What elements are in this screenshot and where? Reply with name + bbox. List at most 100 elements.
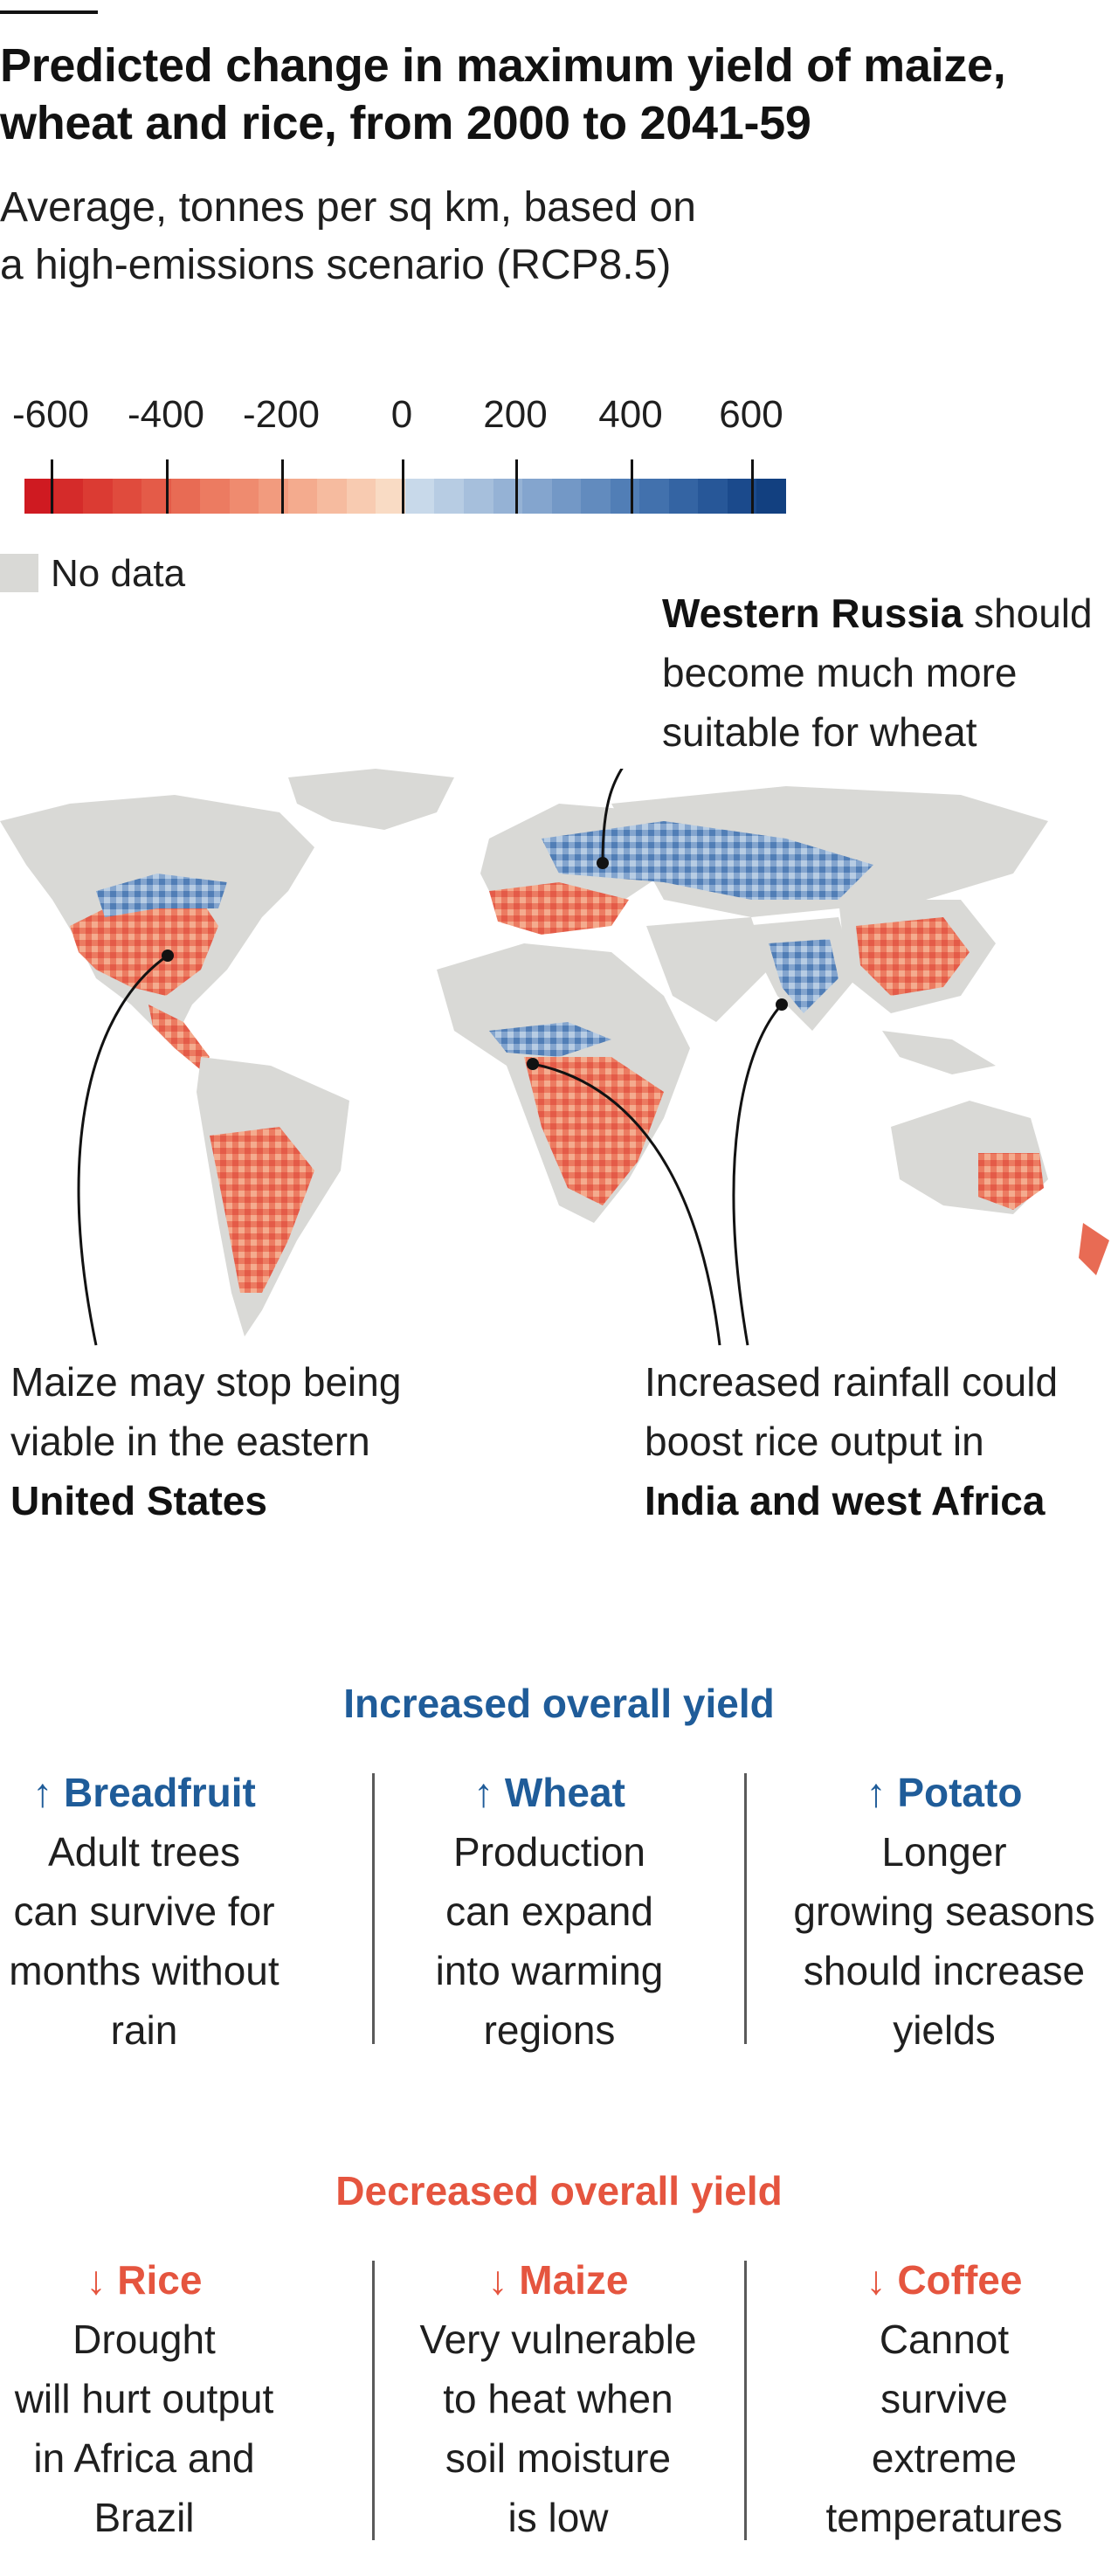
legend-color-step: [376, 479, 405, 514]
crop-description-line: Drought: [72, 2317, 216, 2362]
crop-description-line: can survive for: [13, 1889, 275, 1934]
increased-yield-heading: Increased overall yield: [343, 1681, 775, 1726]
crop-description-line: months without: [9, 1948, 280, 1993]
crop-potato: ↑ Potato Longer growing seasons should i…: [758, 1763, 1118, 2060]
annotation-western-russia: Western Russia should become much more s…: [662, 584, 1108, 762]
legend-color-step: [287, 479, 318, 514]
world-map: [0, 769, 1109, 1346]
legend-color-step: [112, 479, 142, 514]
crop-description-line: Longer: [881, 1829, 1007, 1875]
legend-color-step: [404, 479, 435, 514]
legend-tick-label: 600: [719, 393, 783, 436]
crop-maize: ↓ Maize Very vulnerable to heat when soi…: [372, 2250, 744, 2547]
crop-name: ↓ Coffee: [866, 2257, 1023, 2303]
legend-color-step: [170, 479, 201, 514]
annotation-india-line-2: boost rice output in: [645, 1419, 984, 1464]
callout-dot-india: [776, 998, 788, 1011]
legend-tick-label: 0: [390, 393, 413, 436]
legend-color-step: [581, 479, 611, 514]
annotation-russia-line-2: become much more: [662, 650, 1018, 695]
callout-dot-us: [162, 950, 174, 962]
crop-description-line: temperatures: [825, 2495, 1063, 2540]
chart-title: Predicted change in maximum yield of mai…: [0, 37, 1109, 152]
crop-description-line: Brazil: [93, 2495, 195, 2540]
legend-color-step: [522, 479, 552, 514]
annotation-united-states: Maize may stop being viable in the easte…: [10, 1352, 500, 1530]
legend-color-step: [551, 479, 582, 514]
legend-color-scale: [24, 479, 786, 514]
crop-name: ↑ Wheat: [473, 1770, 625, 1815]
region-canada-increase: [96, 874, 227, 917]
column-divider: [744, 1773, 747, 2044]
crop-description-line: growing seasons: [793, 1889, 1095, 1934]
legend-tick-label: -400: [127, 393, 205, 436]
chart-subtitle: Average, tonnes per sq km, based on a hi…: [0, 179, 786, 294]
legend-tick-label: 200: [483, 393, 548, 436]
crop-description-line: survive: [880, 2376, 1008, 2421]
callout-dot-russia: [597, 857, 609, 869]
annotation-us-bold: United States: [10, 1478, 267, 1523]
crop-description-line: Production: [453, 1829, 645, 1875]
column-divider: [372, 1773, 375, 2044]
legend-tick-mark: [281, 459, 284, 514]
legend-tick-label: 400: [598, 393, 663, 436]
decreased-yield-heading: Decreased overall yield: [335, 2168, 783, 2213]
crop-wheat: ↑ Wheat Production can expand into warmi…: [363, 1763, 735, 2060]
crop-description-line: to heat when: [443, 2376, 673, 2421]
legend-color-step: [346, 479, 376, 514]
legend-tick-mark: [751, 459, 754, 514]
legend-tick-mark: [515, 459, 518, 514]
legend-color-step: [200, 479, 230, 514]
legend-color-step: [639, 479, 669, 514]
column-divider: [744, 2261, 747, 2540]
region-south-america-decrease: [210, 1127, 314, 1293]
no-data-label: No data: [51, 552, 186, 595]
legend-color-step: [317, 479, 347, 514]
callout-line-west-africa: [532, 1062, 721, 1346]
annotation-russia-bold: Western Russia: [662, 590, 963, 636]
region-western-russia-increase: [542, 821, 873, 900]
annotation-us-line-2: viable in the eastern: [10, 1419, 370, 1464]
crop-coffee: ↓ Coffee Cannot survive extreme temperat…: [758, 2250, 1118, 2547]
legend-color-step: [24, 479, 54, 514]
callout-line-russia: [601, 769, 624, 864]
region-india-increase: [769, 939, 838, 1013]
title-line-1: Predicted change in maximum yield of mai…: [0, 39, 1006, 92]
crop-description-line: Cannot: [879, 2317, 1010, 2362]
land-middle-east: [646, 917, 769, 1022]
legend-color-step: [493, 479, 523, 514]
crop-description-line: into warming: [435, 1948, 664, 1993]
region-europe-decrease: [489, 882, 629, 935]
crop-name: ↓ Rice: [86, 2257, 203, 2303]
crop-name: ↑ Breadfruit: [32, 1770, 256, 1815]
region-central-america: [148, 1005, 210, 1070]
legend-tick-mark: [166, 459, 169, 514]
crop-name: ↓ Maize: [487, 2257, 629, 2303]
callout-line-us: [77, 954, 169, 1346]
crop-description-line: rain: [110, 2007, 178, 2053]
top-rule: [0, 10, 98, 14]
crop-description-line: yields: [893, 2007, 996, 2053]
title-line-2: wheat and rice, from 2000 to 2041-59: [0, 97, 811, 149]
legend-color-step: [229, 479, 259, 514]
column-divider: [372, 2261, 375, 2540]
region-australia-decrease: [978, 1153, 1044, 1210]
annotation-india-bold: India and west Africa: [645, 1478, 1046, 1523]
legend-color-step: [698, 479, 728, 514]
annotation-india-line-1: Increased rainfall could: [645, 1359, 1059, 1405]
crop-description-line: in Africa and: [33, 2435, 255, 2481]
legend-color-step: [434, 479, 464, 514]
legend-tick-mark: [631, 459, 633, 514]
legend-tick-mark: [402, 459, 404, 514]
legend-color-step: [53, 479, 84, 514]
legend-tick-label: -200: [242, 393, 321, 436]
annotation-us-line-1: Maize may stop being: [10, 1359, 402, 1405]
callout-line-india: [732, 1003, 783, 1346]
annotation-india-west-africa: Increased rainfall could boost rice outp…: [645, 1352, 1116, 1530]
legend-color-step: [756, 479, 786, 514]
callout-dot-west-africa: [527, 1058, 539, 1070]
land-new-zealand: [1079, 1223, 1109, 1275]
crop-description-line: Very vulnerable: [419, 2317, 697, 2362]
crop-description-line: regions: [483, 2007, 616, 2053]
region-china-decrease: [856, 917, 970, 996]
